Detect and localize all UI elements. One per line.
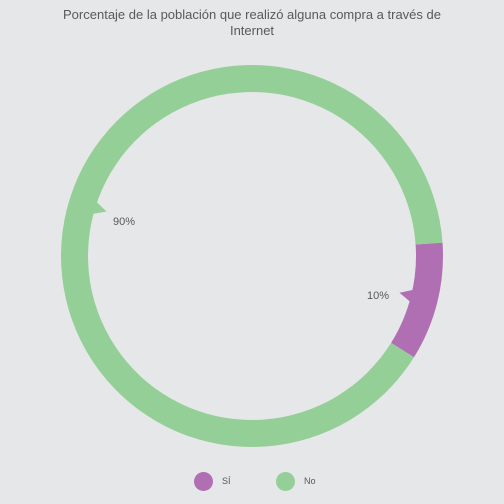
- legend-label-si: SÍ: [222, 476, 231, 486]
- callout-no: [92, 201, 107, 214]
- slices-group: [61, 64, 443, 447]
- callout-si: [399, 289, 414, 303]
- slice-no[interactable]: [61, 64, 443, 447]
- data-label-no: 90%: [113, 216, 135, 228]
- legend: SÍ No: [0, 470, 504, 492]
- callouts-group: [92, 201, 414, 303]
- data-label-si: 10%: [367, 290, 389, 302]
- legend-label-no: No: [304, 476, 316, 486]
- legend-item-no[interactable]: No: [276, 470, 316, 492]
- legend-item-si[interactable]: SÍ: [194, 470, 231, 492]
- chart-title: Porcentaje de la población que realizó a…: [63, 7, 441, 38]
- legend-swatch-no: [276, 471, 295, 491]
- legend-swatch-si: [194, 471, 213, 491]
- slice-si[interactable]: [391, 242, 443, 358]
